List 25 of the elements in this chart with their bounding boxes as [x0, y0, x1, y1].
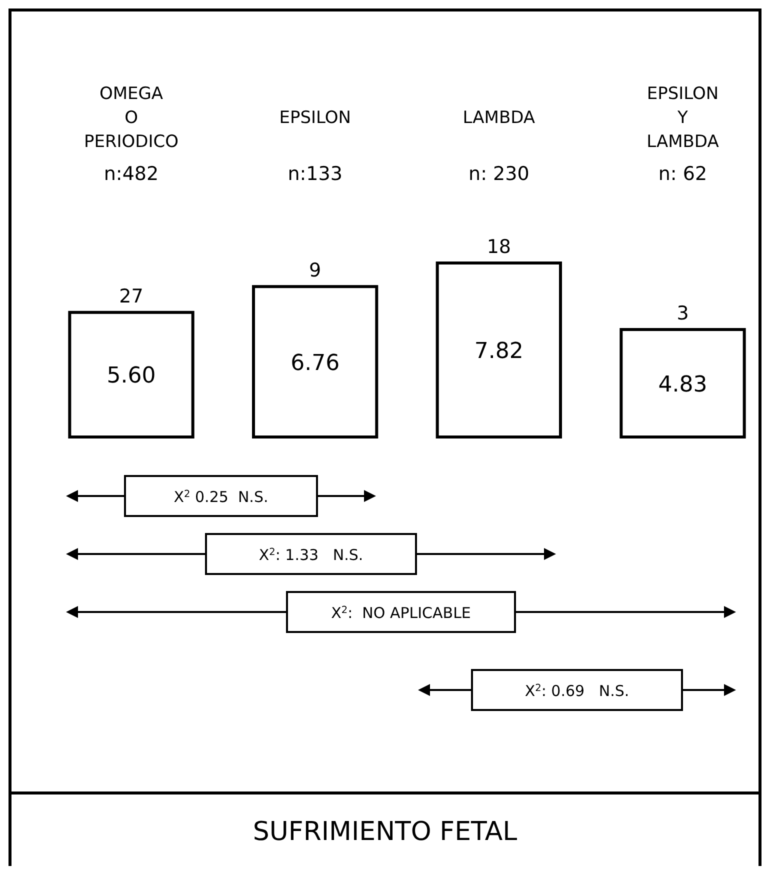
- x-tick-label: LAMBDA: [462, 108, 536, 128]
- annotation: 9: [309, 260, 322, 282]
- data-label: 4.83: [658, 372, 708, 398]
- data-label: 7.82: [474, 339, 524, 364]
- bar: [68, 310, 194, 438]
- text: n: 62: [658, 163, 708, 185]
- data-label: 6.76: [290, 350, 340, 376]
- annotation: 3: [676, 302, 689, 325]
- bar: [620, 328, 746, 438]
- text: n:133: [288, 163, 342, 185]
- bar: [252, 285, 378, 438]
- data-label: 5.60: [106, 364, 156, 389]
- bar: [436, 262, 562, 438]
- annotation: 18: [486, 236, 512, 258]
- text: X$^{2}$ 0.25 N.S.: [174, 488, 268, 506]
- annotation: 27: [119, 285, 144, 308]
- text: X$^{2}$: 0.69 N.S.: [524, 682, 630, 700]
- x-tick-label: OMEGA O PERIODICO: [84, 84, 179, 152]
- x-tick-label: EPSILON: [279, 108, 351, 128]
- text: X$^{2}$: NO APLICABLE: [331, 604, 471, 622]
- x-tick-label: EPSILON Y LAMBDA: [646, 84, 720, 152]
- text: SUFRIMIENTO FETAL: [252, 817, 518, 847]
- text: n:482: [104, 163, 159, 185]
- text: X$^{2}$: 1.33 N.S.: [258, 546, 364, 564]
- text: n: 230: [468, 163, 530, 185]
